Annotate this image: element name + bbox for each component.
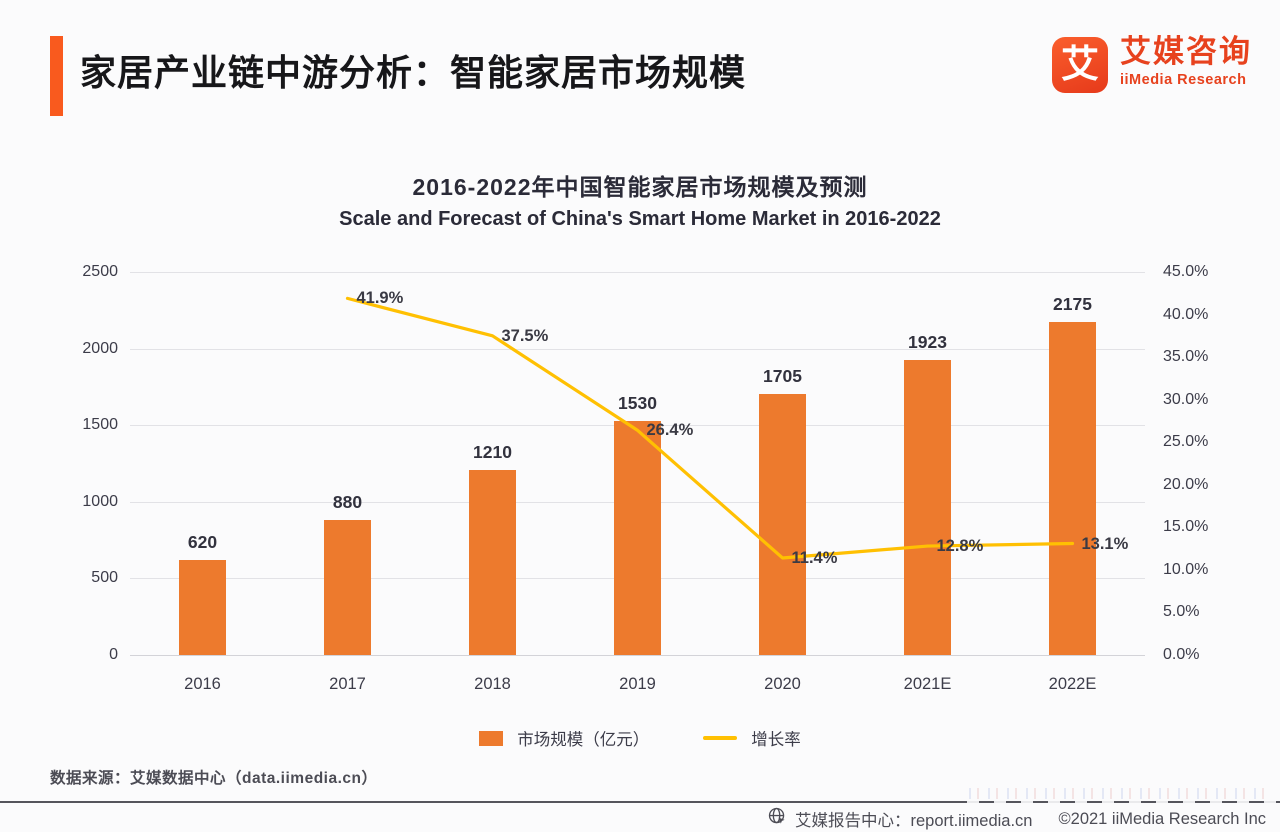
footer-divider <box>0 801 1280 803</box>
y-axis-tick-right: 40.0% <box>1163 305 1209 323</box>
y-axis-tick-right: 20.0% <box>1163 475 1209 493</box>
chart-title-en: Scale and Forecast of China's Smart Home… <box>339 208 941 230</box>
x-axis-tick: 2017 <box>329 675 366 693</box>
market-scale-bar <box>324 520 371 655</box>
legend-bar-swatch <box>479 730 504 746</box>
x-axis-tick: 2020 <box>764 675 801 693</box>
gridline <box>130 272 1145 273</box>
market-scale-bar <box>904 360 951 655</box>
growth-rate-line <box>345 296 1075 560</box>
y-axis-tick-left: 500 <box>91 569 118 587</box>
growth-rate-label: 13.1% <box>1081 534 1129 553</box>
report-center-url: 艾媒报告中心：report.iimedia.cn <box>795 812 1033 830</box>
footer-info: 艾媒报告中心：report.iimedia.cn ©2021 iiMedia R… <box>768 807 1266 831</box>
growth-rate-label: 41.9% <box>356 289 404 308</box>
y-axis-tick-right: 10.0% <box>1163 560 1209 578</box>
y-axis-tick-left: 1500 <box>82 416 118 434</box>
y-axis-tick-right: 15.0% <box>1163 518 1209 536</box>
y-axis-tick-left: 1000 <box>82 492 118 510</box>
chart-legend: 市场规模（亿元） 增长率 <box>0 726 1280 750</box>
y-axis-tick-right: 30.0% <box>1163 390 1209 408</box>
x-axis-tick: 2022E <box>1048 675 1097 693</box>
chart-title-cn: 2016-2022年中国智能家居市场规模及预测 <box>412 174 868 200</box>
bar-value-label: 1923 <box>908 332 947 353</box>
iimedia-logo-icon: 艾 <box>1052 37 1108 93</box>
y-axis-tick-left: 2000 <box>82 339 118 357</box>
legend-line-swatch <box>703 736 738 740</box>
iimedia-logo: 艾 艾媒咨询 iiMedia Research <box>1052 34 1252 93</box>
bar-value-label: 880 <box>332 492 363 513</box>
copyright-text: ©2021 iiMedia Research Inc <box>1058 809 1266 828</box>
growth-rate-label: 11.4% <box>791 548 838 567</box>
y-axis-tick-left: 0 <box>109 646 118 663</box>
y-axis-tick-right: 45.0% <box>1163 263 1209 280</box>
bar-value-label: 1530 <box>618 392 657 413</box>
y-axis-tick-right: 25.0% <box>1163 433 1209 451</box>
market-scale-bar <box>179 560 226 655</box>
bar-value-label: 1210 <box>473 441 512 462</box>
header-accent-bar <box>50 36 63 116</box>
market-scale-bar <box>1049 321 1096 655</box>
bar-value-label: 2175 <box>1053 293 1092 314</box>
growth-rate-label: 37.5% <box>501 326 549 345</box>
growth-rate-label: 26.4% <box>646 421 694 440</box>
legend-bar-label: 市场规模（亿元） <box>517 731 650 749</box>
y-axis-tick-right: 0.0% <box>1163 646 1200 663</box>
gridline <box>130 348 1145 350</box>
y-axis-tick-right: 35.0% <box>1163 348 1209 366</box>
market-scale-bar <box>614 420 661 655</box>
y-axis-tick-right: 5.0% <box>1163 603 1200 621</box>
gridline <box>130 655 1145 656</box>
growth-rate-label: 12.8% <box>936 537 984 556</box>
globe-icon <box>768 807 787 831</box>
data-source-note: 数据来源：艾媒数据中心（data.iimedia.cn） <box>50 770 378 787</box>
plot-area: 620 880 1210 1530 1705 1923 2175 <box>130 272 1145 656</box>
logo-name-en: iiMedia Research <box>1120 72 1247 88</box>
x-axis-tick: 2016 <box>184 675 221 693</box>
x-axis-tick: 2018 <box>474 675 511 693</box>
bar-value-label: 620 <box>187 532 218 553</box>
market-scale-bar <box>759 393 806 655</box>
watermark-artifact <box>960 788 1270 799</box>
bar-value-label: 1705 <box>763 365 802 386</box>
logo-name-cn: 艾媒咨询 <box>1120 34 1252 69</box>
page-title: 家居产业链中游分析：智能家居市场规模 <box>80 52 747 93</box>
market-scale-bar <box>469 469 516 655</box>
watermark-artifact <box>952 799 1280 806</box>
x-axis-tick: 2021E <box>903 675 952 693</box>
y-axis-tick-left: 2500 <box>82 263 118 280</box>
x-axis-tick: 2019 <box>619 675 656 693</box>
legend-line-label: 增长率 <box>751 731 801 749</box>
